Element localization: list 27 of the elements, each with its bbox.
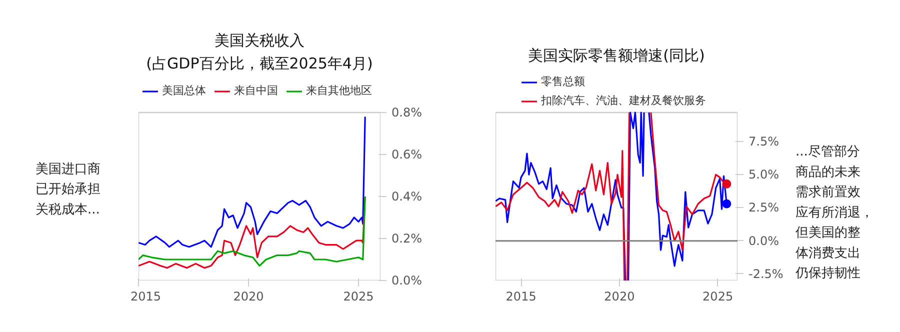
text: 美国进口商已开始承担关税成本...: [36, 160, 100, 218]
chart-title: 美国实际零售额增速(同比): [528, 46, 705, 64]
legend-label: 来自中国: [234, 83, 278, 98]
y-tick-label: 0.4%: [392, 190, 422, 204]
y-tick-label: -2.5%: [748, 266, 784, 281]
x-tick-label: 2020: [604, 290, 635, 304]
legend-label: 扣除汽车、汽油、建材及餐饮服务: [541, 93, 706, 108]
x-tick-label: 2015: [130, 290, 162, 304]
x-tick-label: 2025: [343, 290, 374, 304]
y-tick-label: 7.5%: [748, 134, 779, 149]
text: ...尽管部分商品的未来需求前置效应有所消退，但美国的整体消费支出仍保持韧性: [794, 144, 874, 282]
y-tick-label: 0.0%: [392, 274, 422, 288]
y-tick-label: 0.6%: [392, 148, 422, 162]
y-tick-label: 2.5%: [748, 200, 779, 215]
chart-subtitle: (占GDP百分比，截至2025年4月): [146, 54, 373, 72]
y-tick-label: 5.0%: [748, 168, 779, 182]
y-tick-label: 0.0%: [748, 234, 779, 248]
legend-label: 来自其他地区: [306, 83, 372, 98]
x-tick-label: 2025: [702, 290, 734, 304]
legend-label: 美国总体: [162, 83, 206, 98]
y-tick-label: 0.2%: [392, 232, 422, 246]
y-tick-label: 0.8%: [392, 106, 422, 120]
x-tick-label: 2020: [233, 290, 264, 304]
chart-title: 美国关税收入: [214, 32, 304, 50]
x-tick-label: 2015: [506, 290, 536, 304]
legend-label: 零售总额: [541, 74, 585, 89]
line-series: [138, 116, 366, 248]
